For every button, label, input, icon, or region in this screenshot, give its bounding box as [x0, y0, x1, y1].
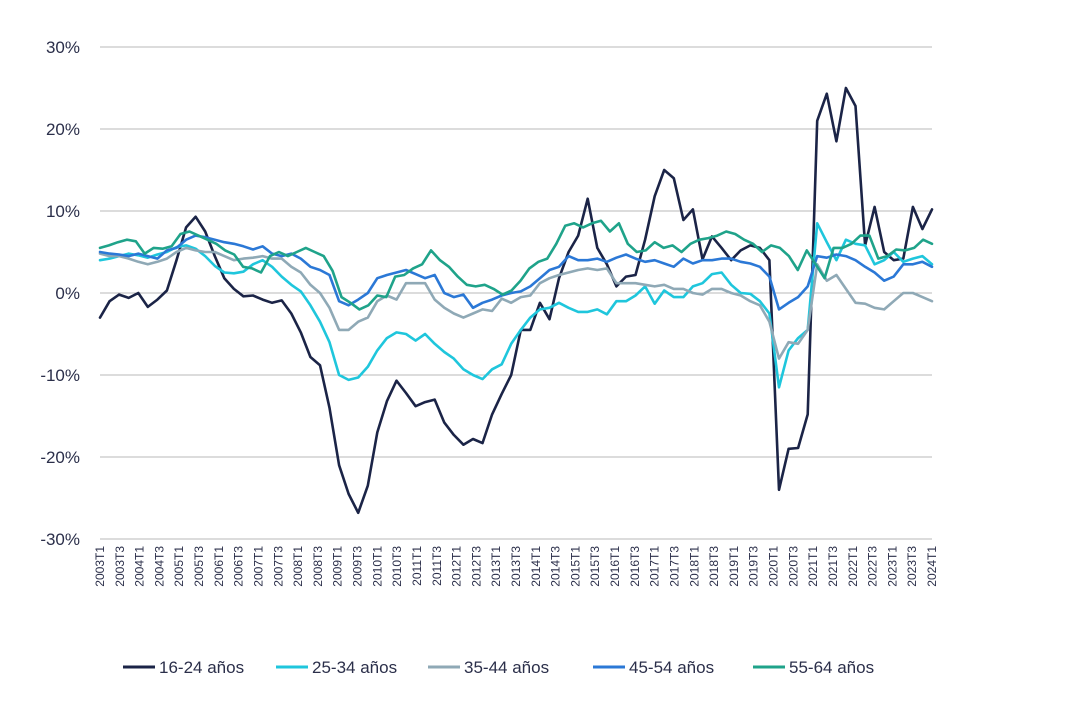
legend-label: 16-24 años — [159, 658, 244, 677]
legend: 16-24 años 25-34 años 35-44 años 45-54 años… — [123, 658, 874, 677]
series-lines — [98, 86, 934, 515]
x-tick-label: 2015T1 — [568, 546, 582, 587]
x-tick-label: 2012T3 — [469, 546, 483, 587]
x-tick-label: 2017T1 — [648, 546, 662, 587]
y-tick-label: 20% — [46, 120, 80, 139]
x-tick-label: 2022T3 — [866, 546, 880, 587]
x-tick-label: 2011T3 — [430, 546, 444, 586]
x-tick-label: 2009T1 — [331, 546, 345, 587]
x-tick-label: 2021T1 — [806, 546, 820, 587]
x-axis-ticks: 2003T1 2003T3 2004T1 2004T3 2005T1 2005T3 2006… — [93, 546, 939, 587]
x-tick-label: 2013T3 — [509, 546, 523, 587]
y-tick-label: 30% — [46, 38, 80, 57]
x-tick-label: 2005T3 — [192, 546, 206, 587]
x-tick-label: 2011T1 — [410, 546, 424, 586]
x-tick-label: 2010T1 — [370, 546, 384, 587]
x-tick-label: 2023T3 — [905, 546, 919, 587]
x-tick-label: 2007T3 — [271, 546, 285, 587]
x-tick-label: 2008T3 — [311, 546, 325, 587]
legend-label: 55-64 años — [789, 658, 874, 677]
x-tick-label: 2018T3 — [707, 546, 721, 587]
x-tick-label: 2015T3 — [588, 546, 602, 587]
x-tick-label: 2004T3 — [152, 546, 166, 587]
y-tick-label: -30% — [40, 530, 80, 549]
x-tick-label: 2016T3 — [628, 546, 642, 587]
x-tick-label: 2019T1 — [727, 546, 741, 587]
x-tick-label: 2003T1 — [93, 546, 107, 587]
x-tick-label: 2010T3 — [390, 546, 404, 587]
x-tick-label: 2019T3 — [747, 546, 761, 587]
legend-label: 35-44 años — [464, 658, 549, 677]
x-tick-label: 2005T1 — [172, 546, 186, 587]
legend-label: 45-54 años — [629, 658, 714, 677]
x-tick-label: 2006T1 — [212, 546, 226, 587]
series-line-5 — [98, 219, 934, 311]
y-tick-label: -10% — [40, 366, 80, 385]
legend-label: 25-34 años — [312, 658, 397, 677]
x-tick-label: 2020T3 — [786, 546, 800, 587]
x-tick-label: 2006T3 — [232, 546, 246, 587]
x-tick-label: 2007T1 — [251, 546, 265, 587]
x-tick-label: 2023T1 — [885, 546, 899, 587]
x-tick-label: 2009T3 — [351, 546, 365, 587]
y-tick-label: -20% — [40, 448, 80, 467]
series-line-2 — [98, 222, 934, 389]
y-tick-label: 0% — [55, 284, 80, 303]
y-axis-ticks: 30% 20% 10% 0% -10% -20% -30% — [40, 38, 80, 549]
y-tick-label: 10% — [46, 202, 80, 221]
x-tick-label: 2014T1 — [529, 546, 543, 587]
x-tick-label: 2024T1 — [925, 546, 939, 587]
x-tick-label: 2004T1 — [133, 546, 147, 587]
x-tick-label: 2012T1 — [450, 546, 464, 587]
x-tick-label: 2014T3 — [549, 546, 563, 587]
x-tick-label: 2017T3 — [667, 546, 681, 587]
x-tick-label: 2013T1 — [489, 546, 503, 587]
x-tick-label: 2003T3 — [113, 546, 127, 587]
x-tick-label: 2022T1 — [846, 546, 860, 587]
x-tick-label: 2021T3 — [826, 546, 840, 587]
series-line-3 — [98, 246, 934, 360]
x-tick-label: 2020T1 — [767, 546, 781, 587]
x-tick-label: 2008T1 — [291, 546, 305, 587]
series-line-4 — [98, 234, 934, 311]
series-line-1 — [98, 86, 934, 515]
x-tick-label: 2016T1 — [608, 546, 622, 587]
x-tick-label: 2018T1 — [687, 546, 701, 587]
